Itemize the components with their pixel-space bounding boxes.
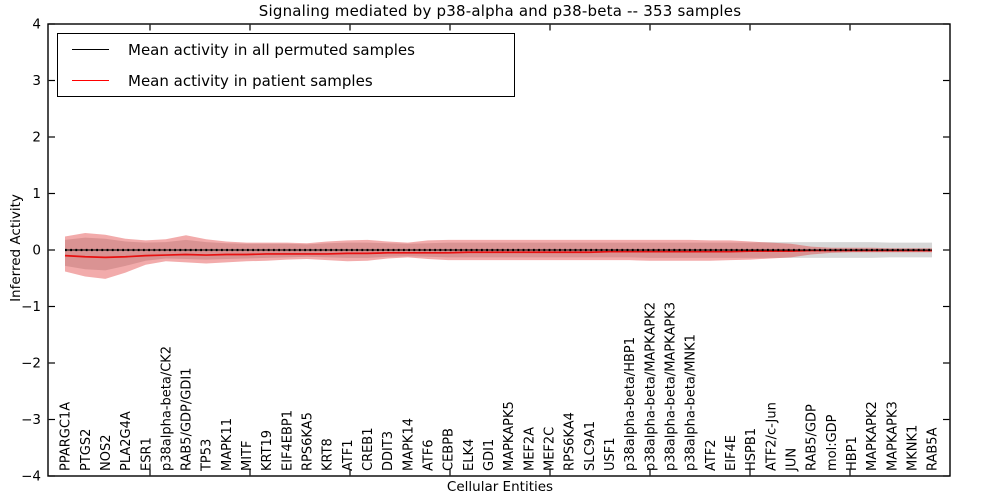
x-tick-label: p38alpha-beta/MNK1 — [684, 334, 699, 471]
x-tick-label: MAPKAPK5 — [502, 401, 517, 471]
x-tick-label: MAPK14 — [401, 418, 416, 471]
patient-line-sample — [72, 80, 109, 81]
y-tick-label: −1 — [21, 299, 41, 315]
x-tick-label: MITF — [240, 441, 255, 471]
permuted-range-band — [65, 237, 933, 271]
x-tick-label: HBP1 — [845, 436, 860, 471]
x-tick-label: TP53 — [200, 439, 215, 472]
x-tick-label: EIF4EBP1 — [280, 410, 295, 471]
legend-label-permuted: Mean activity in all permuted samples — [128, 40, 415, 59]
axis-ticks: 4 3 2 1 0 −1 −2 −3 −4 PPARGC1A PTGS2 NOS2 PLA2G4A ESR… — [21, 17, 950, 485]
x-tick-label: RAB5/GDP/GDI1 — [180, 368, 195, 471]
x-tick-label: RAB5/GDP — [805, 404, 820, 471]
x-tick-label: RPS6KA4 — [563, 412, 578, 471]
plot-border — [47, 23, 951, 477]
x-tick-label: SLC9A1 — [583, 421, 598, 471]
x-tick-label: ATF1 — [341, 439, 356, 471]
x-tick-label: MAPK11 — [220, 418, 235, 471]
x-tick-label: p38alpha-beta/MAPKAPK2 — [643, 302, 658, 471]
x-tick-label: MEF2C — [543, 427, 558, 471]
x-tick-label: NOS2 — [99, 435, 114, 471]
y-tick-label: −4 — [21, 469, 41, 485]
x-tick-label: MEF2A — [522, 427, 537, 471]
x-tick-label: CREB1 — [361, 427, 376, 471]
permuted-line-sample — [72, 49, 109, 50]
x-tick-label: MAPKAPK2 — [865, 401, 880, 471]
legend-entry-patient: Mean activity in patient samples — [58, 65, 514, 96]
x-tick-label: p38alpha-beta/HBP1 — [623, 337, 638, 471]
x-tick-label: GDI1 — [482, 439, 497, 471]
x-axis-title: Cellular Entities — [446, 479, 554, 495]
y-tick-label: 0 — [32, 243, 41, 259]
legend: Mean activity in all permuted samples Me… — [57, 33, 515, 97]
y-tick-label: −3 — [21, 412, 41, 428]
x-tick-label: p38alpha-beta/MAPKAPK3 — [663, 302, 678, 471]
x-tick-label: MKNK1 — [905, 425, 920, 471]
x-tick-label: ELK4 — [462, 439, 477, 471]
x-tick-label: ATF2 — [704, 439, 719, 471]
y-tick-label: 3 — [32, 73, 41, 89]
x-tick-label: DDIT3 — [381, 431, 396, 471]
legend-label-patient: Mean activity in patient samples — [128, 71, 373, 90]
y-tick-label: 4 — [32, 17, 41, 33]
chart-title: Signaling mediated by p38-alpha and p38-… — [258, 2, 742, 20]
y-tick-label: 2 — [32, 130, 41, 146]
x-tick-label: RAB5A — [926, 427, 941, 471]
y-tick-label: −2 — [21, 356, 41, 372]
patient-range-band — [65, 233, 933, 279]
x-tick-label: ATF6 — [422, 439, 437, 471]
x-tick-label: RPS6KA5 — [301, 412, 316, 471]
x-tick-label: JUN — [784, 448, 799, 472]
x-tick-label: PLA2G4A — [119, 411, 134, 471]
y-tick-label: 1 — [32, 186, 41, 202]
y-axis-title: Inferred Activity — [8, 194, 24, 302]
plot-content — [64, 233, 933, 279]
x-tick-label: USF1 — [603, 437, 618, 471]
x-tick-label: PPARGC1A — [59, 402, 74, 471]
x-tick-label: p38alpha-beta/CK2 — [159, 346, 174, 471]
x-tick-label: KRT8 — [321, 438, 336, 471]
x-tick-label: HSPB1 — [744, 428, 759, 471]
x-tick-label: MAPKAPK3 — [885, 401, 900, 471]
legend-entry-permuted: Mean activity in all permuted samples — [58, 34, 514, 65]
x-tick-label: EIF4E — [724, 435, 739, 471]
x-tick-label: ESR1 — [139, 437, 154, 471]
x-tick-label: KRT19 — [260, 430, 275, 471]
x-tick-label: PTGS2 — [79, 429, 94, 471]
patient-mean-line — [64, 249, 933, 259]
x-tick-label: ATF2/c-Jun — [764, 402, 779, 471]
x-tick-label: mol:GDP — [825, 414, 840, 471]
x-tick-label: CEBPB — [442, 428, 457, 471]
